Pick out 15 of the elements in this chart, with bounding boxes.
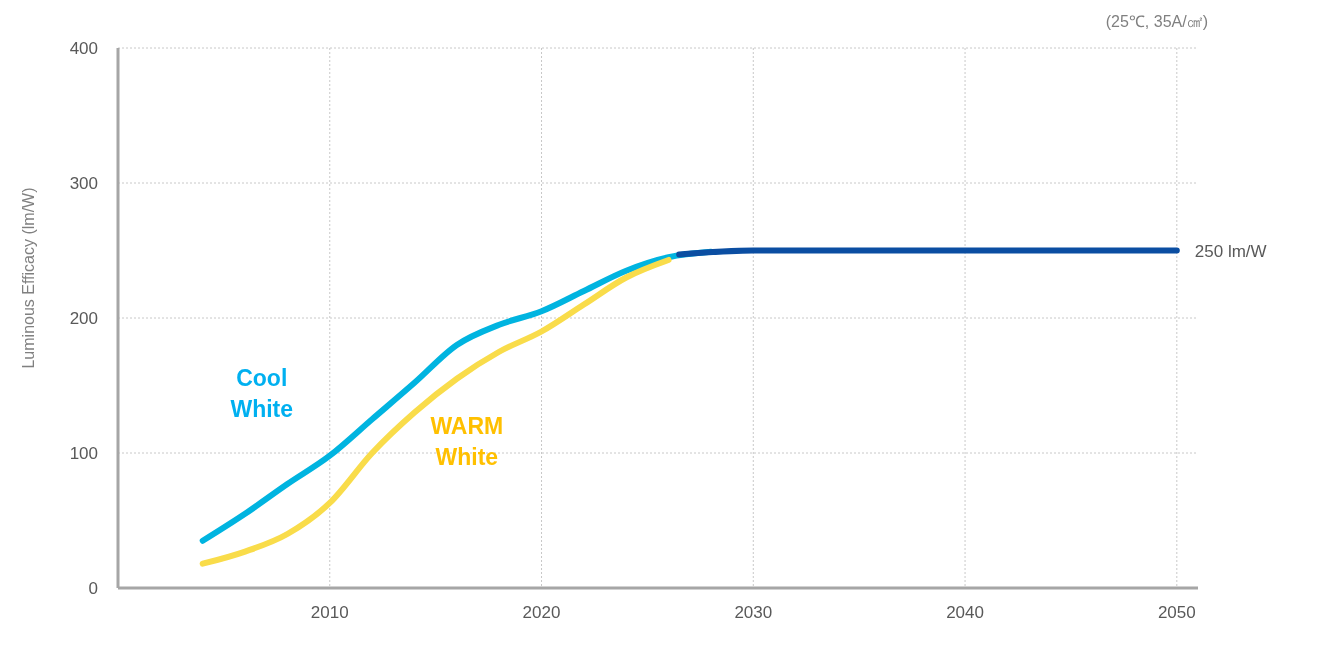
x-tick-label: 2020 [522,603,561,623]
x-tick-label: 2050 [1157,603,1196,623]
y-tick-label: 0 [88,579,98,599]
series-label: WARM White [430,412,504,470]
x-tick-label: 2030 [734,603,773,623]
text: (25℃, 35A/㎠) [1105,12,1208,32]
x-tick-label: 2010 [310,603,349,623]
text: Cool White [230,364,294,422]
y-axis-title: Luminous Efficacy (lm/W) [19,187,37,369]
y-tick-label: 100 [69,444,98,464]
x-tick-label: 2040 [946,603,984,623]
y-tick-label: 200 [69,309,98,329]
annotation: 250 lm/W [1194,241,1267,261]
y-tick-label: 400 [69,39,98,59]
y-tick-label: 300 [69,174,98,194]
